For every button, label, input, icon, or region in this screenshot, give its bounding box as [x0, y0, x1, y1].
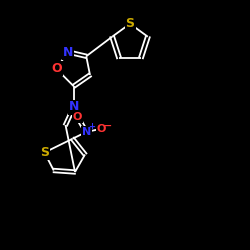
- Text: N: N: [68, 100, 79, 114]
- Text: −: −: [104, 121, 112, 131]
- Text: O: O: [73, 112, 82, 122]
- Text: O: O: [96, 124, 106, 134]
- Text: S: S: [126, 17, 134, 30]
- Text: N: N: [63, 46, 73, 59]
- Text: N: N: [82, 127, 91, 137]
- Text: +: +: [88, 122, 95, 131]
- Text: O: O: [51, 62, 62, 75]
- Text: S: S: [40, 146, 49, 159]
